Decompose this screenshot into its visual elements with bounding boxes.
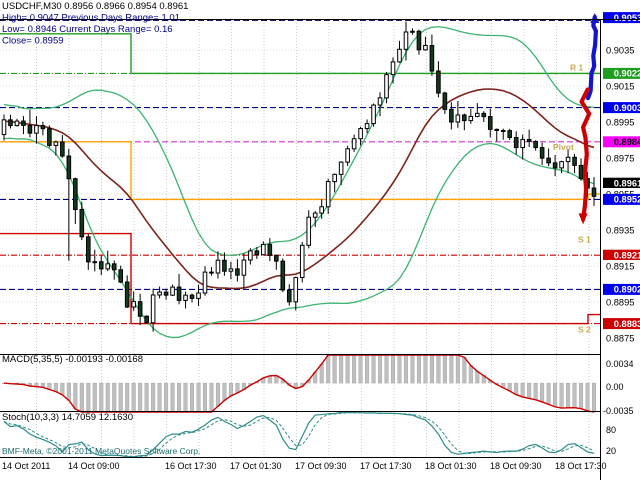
svg-text:0.00: 0.00 <box>606 382 624 392</box>
svg-text:BMF-Meta, ©2001-2011 MetaQuote: BMF-Meta, ©2001-2011 MetaQuotes Software… <box>2 446 200 456</box>
svg-text:0.8935: 0.8935 <box>606 225 634 235</box>
svg-text:80: 80 <box>606 425 616 435</box>
svg-text:0.8995: 0.8995 <box>606 117 634 127</box>
svg-text:R 1: R 1 <box>570 62 584 72</box>
svg-text:High= 0.9047 Previous Days: High= 0.9047 Previous Days Range= 1.01 <box>2 13 180 24</box>
svg-text:0.9003: 0.9003 <box>614 103 640 113</box>
svg-text:0.8961: 0.8961 <box>614 179 640 189</box>
svg-text:16 Oct 17:30: 16 Oct 17:30 <box>165 461 217 471</box>
svg-text:0.0034: 0.0034 <box>606 359 634 369</box>
svg-text:0.9022: 0.9022 <box>614 69 640 79</box>
svg-text:14 Oct 09:00: 14 Oct 09:00 <box>68 461 120 471</box>
svg-text:Low= 0.8946 Current Days Ra: Low= 0.8946 Current Days Range= 0.16 <box>2 24 173 35</box>
svg-text:17 Oct 09:30: 17 Oct 09:30 <box>295 461 347 471</box>
svg-text:0.8952: 0.8952 <box>614 195 640 205</box>
svg-text:0.9035: 0.9035 <box>606 45 634 55</box>
svg-text:Pivot: Pivot <box>553 142 574 152</box>
svg-text:18 Oct 09:30: 18 Oct 09:30 <box>490 461 542 471</box>
svg-text:0.8915: 0.8915 <box>606 261 634 271</box>
svg-text:0.9015: 0.9015 <box>606 81 634 91</box>
svg-text:0.8902: 0.8902 <box>614 285 640 295</box>
svg-text:Stoch(10,3,3) 14.7059 12.163: Stoch(10,3,3) 14.7059 12.1630 <box>2 412 133 423</box>
svg-text:Close= 0.8959: Close= 0.8959 <box>2 36 64 47</box>
svg-text:17 Oct 17:30: 17 Oct 17:30 <box>360 461 412 471</box>
svg-text:17 Oct 01:30: 17 Oct 01:30 <box>230 461 282 471</box>
svg-text:0.8895: 0.8895 <box>606 297 634 307</box>
svg-text:20: 20 <box>606 446 616 456</box>
svg-text:0.8883: 0.8883 <box>614 319 640 329</box>
svg-text:0.8975: 0.8975 <box>606 153 634 163</box>
svg-text:18 Oct 01:30: 18 Oct 01:30 <box>425 461 477 471</box>
svg-text:14 Oct 2011: 14 Oct 2011 <box>2 461 50 471</box>
svg-text:18 Oct 17:30: 18 Oct 17:30 <box>555 461 607 471</box>
svg-text:USDCHF,M30 0.8956 0.8966 0.89: USDCHF,M30 0.8956 0.8966 0.8954 0.8961 <box>2 1 188 12</box>
svg-text:S 2: S 2 <box>578 325 591 335</box>
svg-text:-0.0035: -0.0035 <box>603 406 634 416</box>
svg-text:0.9053: 0.9053 <box>614 13 640 23</box>
svg-text:S 1: S 1 <box>578 235 591 245</box>
svg-text:MACD(5,35,5) -0.00193 -0.001: MACD(5,35,5) -0.00193 -0.00168 <box>2 354 143 365</box>
svg-text:0.8875: 0.8875 <box>606 333 634 343</box>
svg-text:0.8984: 0.8984 <box>614 137 640 147</box>
svg-text:0.8921: 0.8921 <box>614 251 640 261</box>
